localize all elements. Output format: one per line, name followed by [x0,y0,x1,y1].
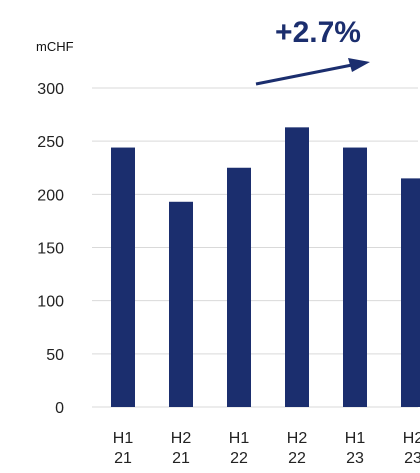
bar [343,147,367,407]
growth-label: +2.7% [275,16,361,49]
x-tick-year: 22 [288,450,306,467]
x-tick-label: H2 22 [287,430,308,467]
bars [111,127,420,408]
x-tick-year: 21 [172,450,190,467]
x-tick-label: H1 23 [345,430,366,467]
x-tick-half: H2 [287,430,308,447]
y-tick-label: 200 [37,187,64,204]
x-tick-half: H2 [403,430,420,447]
x-tick-year: 22 [230,450,248,467]
bar [169,201,193,407]
x-tick-label: H2 21 [171,430,192,467]
x-tick-year: 23 [346,450,364,467]
x-tick-year: 21 [114,450,132,467]
gridlines [92,87,418,408]
y-tick-label: 150 [37,241,64,258]
x-tick-label: H2 23 [403,430,420,467]
x-tick-half: H1 [345,430,366,447]
x-tick-half: H1 [229,430,250,447]
y-tick-label: 100 [37,294,64,311]
y-tick-label: 50 [46,347,64,364]
bar [111,147,135,407]
x-tick-label: H1 21 [113,430,134,467]
y-axis: 0 50 100 150 200 250 300 [37,81,64,417]
x-tick-half: H1 [113,430,134,447]
y-tick-label: 250 [37,134,64,151]
y-tick-label: 300 [37,81,64,98]
unit-label: mCHF [36,39,74,54]
y-tick-label: 0 [55,400,64,417]
bar [401,178,420,407]
bar [227,167,251,407]
growth-arrow [255,58,370,86]
x-tick-half: H2 [171,430,192,447]
x-tick-label: H1 22 [229,430,250,467]
x-tick-year: 23 [404,450,420,467]
bar [285,127,309,408]
